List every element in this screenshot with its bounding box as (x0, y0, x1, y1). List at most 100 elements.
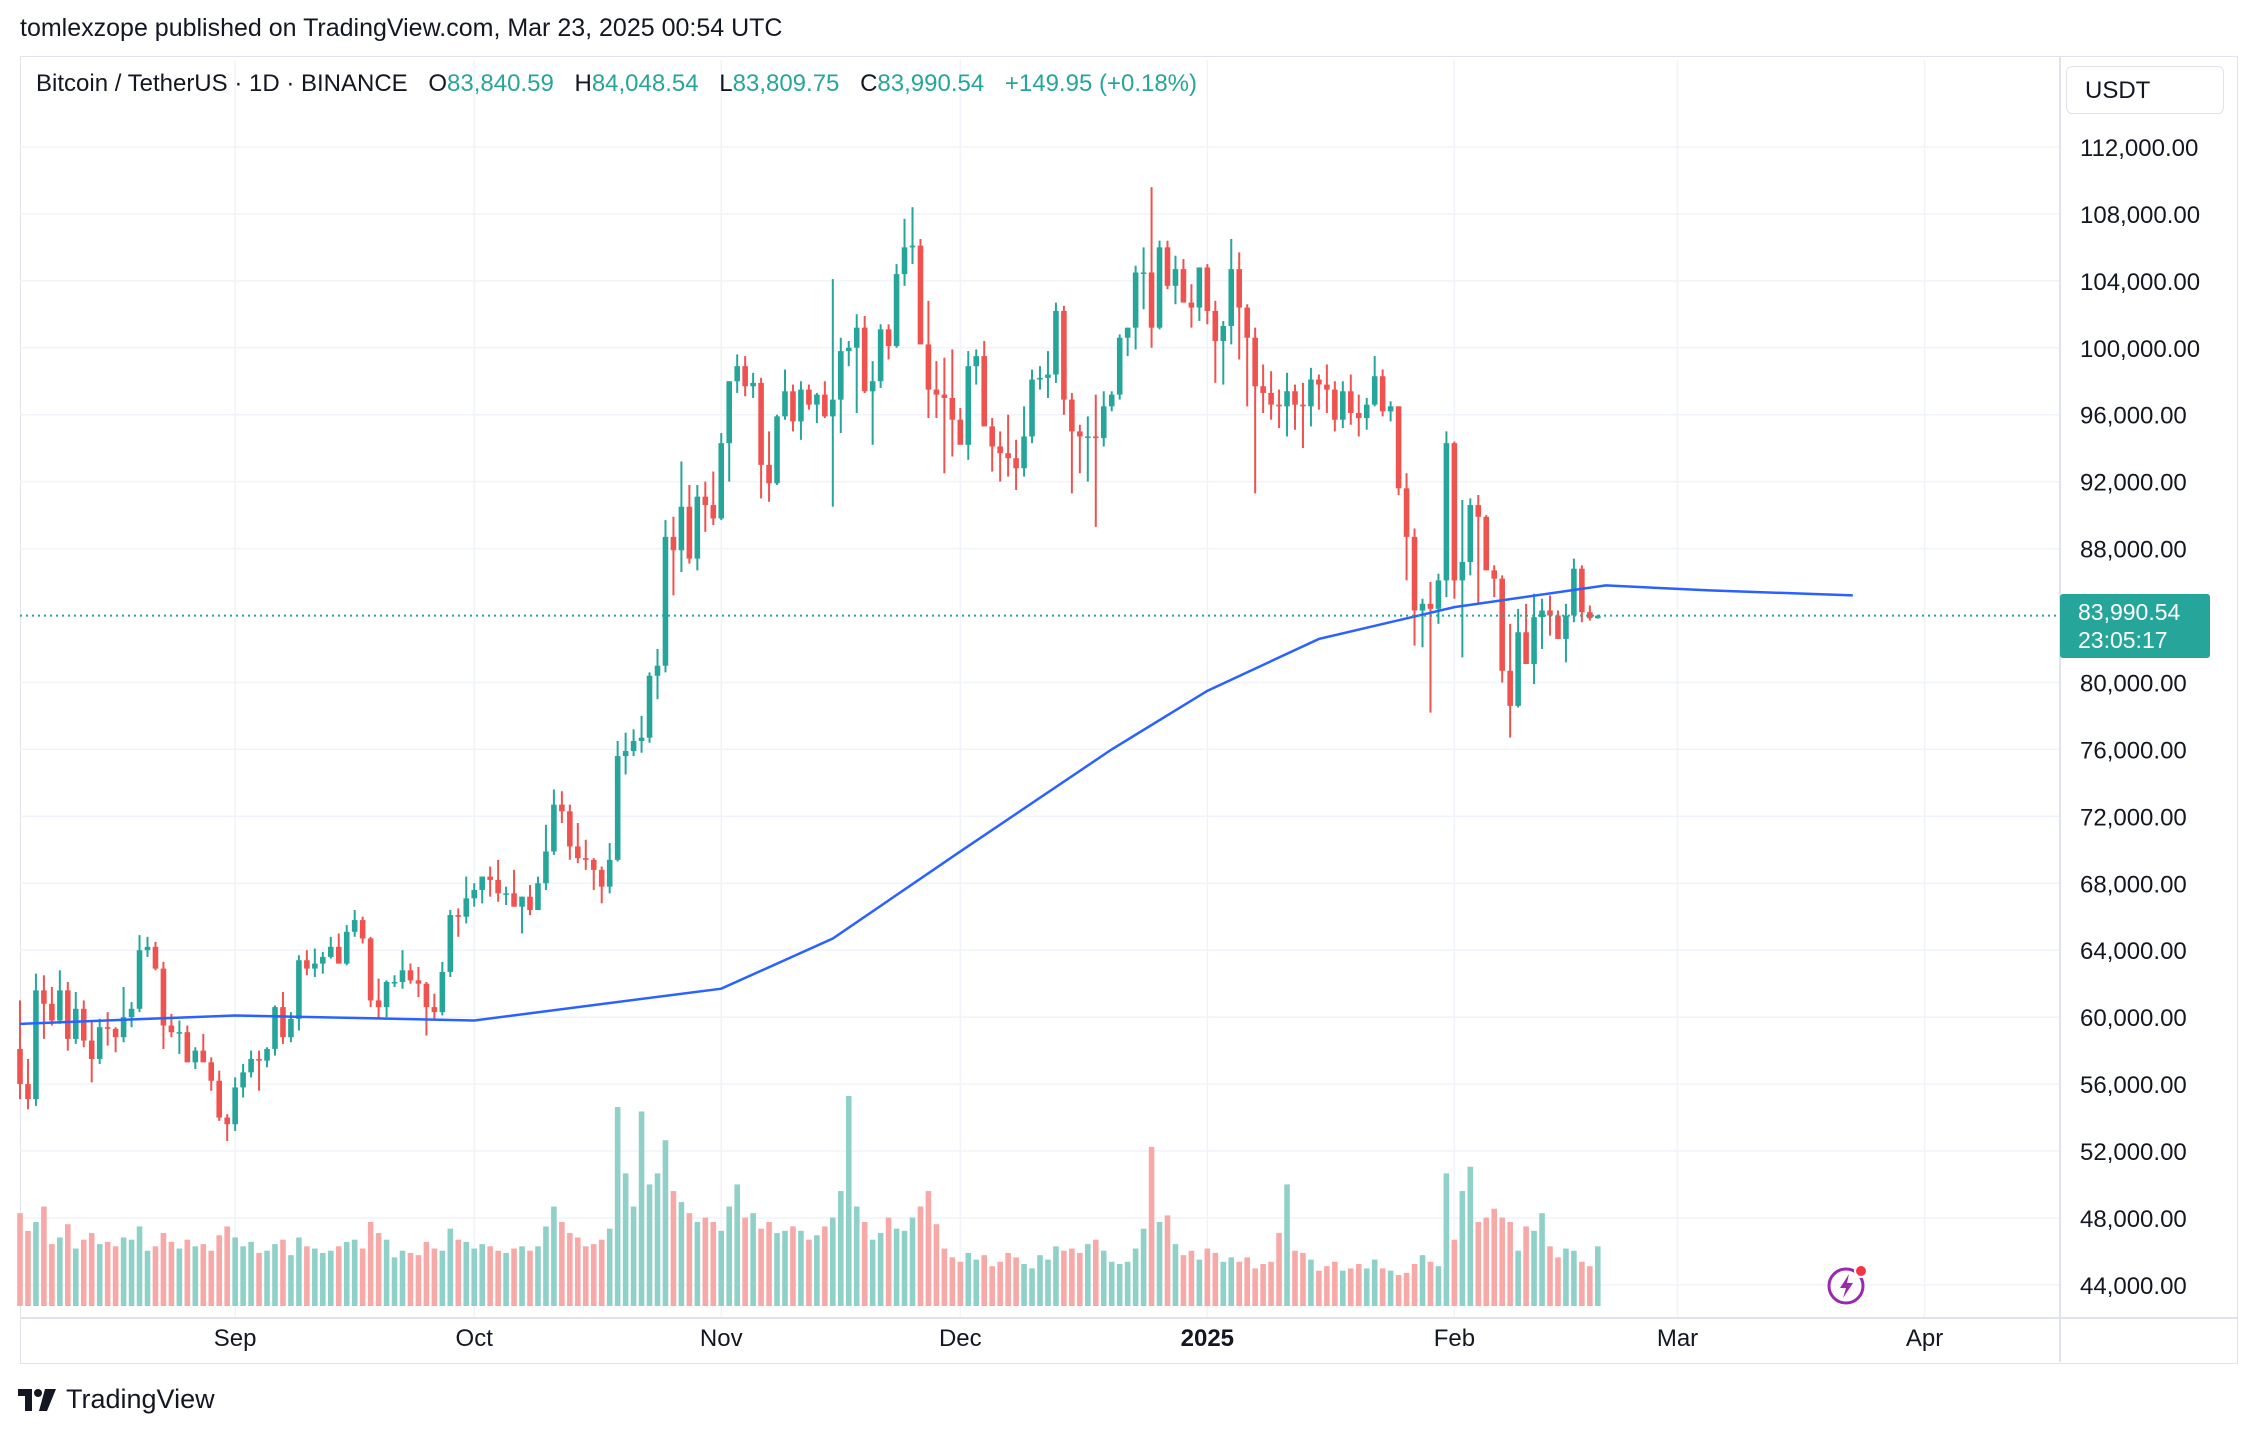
volume-bar (1539, 1213, 1545, 1306)
volume-bar (256, 1252, 262, 1306)
volume-bar (670, 1191, 677, 1306)
volume-bar (367, 1222, 374, 1306)
candle-body (941, 394, 948, 398)
candle-body (72, 1008, 79, 1039)
candle-body (1180, 269, 1187, 303)
volume-bar (1324, 1266, 1330, 1306)
volume-bar (33, 1222, 39, 1306)
candle-body (1371, 376, 1378, 405)
candle-body (1308, 379, 1314, 407)
candle-body (1276, 404, 1282, 407)
candle-body (415, 980, 422, 984)
volume-bar (925, 1191, 932, 1306)
volume-bar (1100, 1250, 1107, 1306)
candle-body (343, 931, 350, 964)
volume-bar (981, 1255, 988, 1306)
open-value: 83,840.59 (447, 70, 554, 97)
volume-bar (1116, 1264, 1123, 1306)
candle-body (790, 391, 796, 422)
volume-bar (216, 1235, 223, 1306)
volume-bar (192, 1246, 199, 1306)
currency-button[interactable]: USDT (2066, 66, 2224, 114)
candle-body (1053, 310, 1059, 375)
candle-body (200, 1050, 207, 1063)
volume-bar (1061, 1250, 1067, 1306)
tradingview-logo[interactable]: TradingView (18, 1384, 215, 1415)
volume-bar (96, 1244, 103, 1306)
volume-bar (49, 1244, 55, 1306)
candle-body (678, 506, 685, 551)
tradingview-logo-icon (18, 1388, 56, 1411)
candle-body (447, 915, 454, 972)
candle-body (1316, 379, 1322, 385)
volume-bar (463, 1241, 470, 1306)
volume-bar (224, 1226, 230, 1306)
candle-body (622, 751, 629, 757)
last-price-tag: 83,990.54 23:05:17 (2060, 594, 2210, 658)
volume-bar (527, 1250, 533, 1306)
candle-body (1355, 413, 1362, 419)
volume-bar (1347, 1268, 1354, 1306)
candle-body (1069, 399, 1075, 432)
volume-bar (1292, 1250, 1298, 1306)
candle-body (1419, 603, 1426, 611)
volume-bar (973, 1259, 980, 1306)
volume-bar (1156, 1222, 1163, 1306)
volume-bar (407, 1252, 414, 1306)
candle-body (383, 982, 390, 1008)
volume-bar (885, 1217, 892, 1306)
candle-body (96, 1027, 103, 1059)
volume-bar (750, 1213, 756, 1306)
volume-bar (1571, 1250, 1577, 1306)
candle-body (989, 426, 995, 447)
candle-body (726, 381, 733, 444)
volume-bar (280, 1239, 286, 1306)
lightning-icon[interactable] (1826, 1262, 1870, 1306)
candle-body (1021, 436, 1027, 469)
volume-bar (1005, 1252, 1011, 1306)
volume-bar (399, 1250, 406, 1306)
candle-body (909, 245, 916, 248)
volume-bar (702, 1217, 709, 1306)
candle-body (1347, 391, 1354, 414)
candle-body (1085, 436, 1091, 438)
volume-bar (1459, 1191, 1466, 1306)
last-price-value: 83,990.54 (2078, 599, 2181, 625)
y-tick-label: 80,000.00 (2080, 670, 2187, 697)
candle-body (718, 443, 725, 519)
volume-bar (949, 1257, 956, 1306)
volume-bar (168, 1241, 175, 1306)
candle-body (1196, 267, 1203, 308)
candle-body (1523, 632, 1529, 665)
volume-bar (662, 1140, 669, 1306)
candle-body (774, 416, 780, 484)
volume-bar (1523, 1226, 1529, 1306)
candle-body (168, 1025, 175, 1033)
volume-bar (1411, 1264, 1418, 1306)
candle-body (1148, 272, 1155, 328)
candle-body (965, 366, 972, 445)
candle-body (885, 329, 892, 347)
candle-body (144, 946, 151, 951)
symbol-label[interactable]: Bitcoin / TetherUS · 1D · BINANCE (36, 70, 408, 97)
moving-average-line (19, 584, 1853, 1026)
candle-body (814, 394, 820, 405)
candle-body (877, 329, 884, 382)
candle-body (487, 876, 493, 880)
axis-layer: 112,000.00 108,000.00 104,000.00 100,000.00… (20, 56, 2238, 1362)
candle-body (1188, 302, 1195, 308)
volume-bar (782, 1230, 788, 1306)
volume-bar (479, 1244, 485, 1306)
y-tick-label: 64,000.00 (2080, 938, 2187, 965)
volume-bar (1403, 1272, 1410, 1306)
volume-bar (1085, 1244, 1091, 1306)
candle-body (25, 1084, 31, 1100)
volume-bar (694, 1222, 701, 1306)
volume-bar (861, 1222, 868, 1306)
x-tick-label: 2025 (1181, 1325, 1234, 1352)
candle-body (598, 869, 605, 887)
volume-bar (622, 1173, 629, 1306)
candle-body (423, 983, 430, 1008)
candle-body (1403, 488, 1410, 537)
